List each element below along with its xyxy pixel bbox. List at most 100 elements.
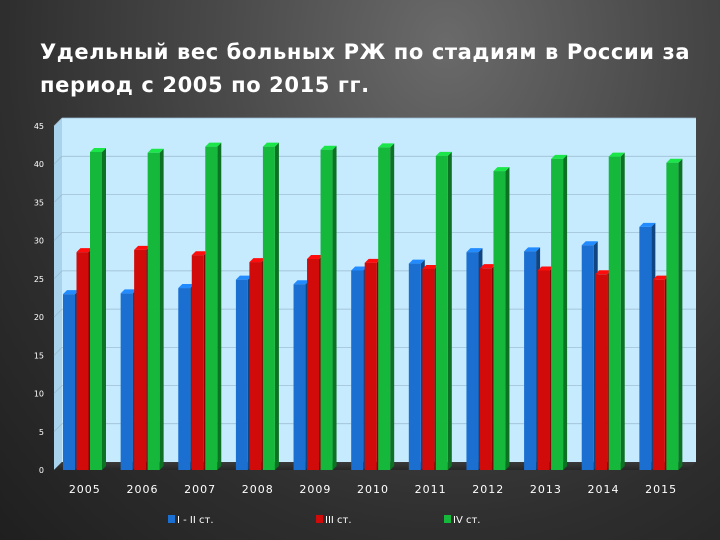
x-tick-label: 2014 (588, 483, 620, 496)
bar-top (608, 152, 625, 157)
bar-top (205, 142, 222, 147)
bar (320, 145, 337, 470)
bar-front (262, 146, 275, 470)
bar-side (217, 142, 222, 470)
y-tick-label: 15 (34, 351, 44, 360)
legend: I - II ст. III ст. IV ст. (168, 515, 480, 526)
legend-swatch (444, 515, 451, 523)
bar-top (76, 248, 93, 253)
bar-front (595, 274, 608, 470)
bar (551, 154, 568, 471)
gridline-side (53, 423, 63, 433)
bar-side (332, 145, 337, 470)
bar-top (551, 154, 568, 159)
bar (608, 152, 625, 471)
bar-side (102, 147, 106, 471)
bar-front (351, 270, 364, 470)
bar-top (435, 151, 452, 156)
bar-side (620, 152, 625, 471)
bar-front (581, 245, 594, 470)
bar-front (191, 255, 204, 470)
bar-top (639, 222, 656, 227)
gridline-side (53, 308, 63, 318)
gridline-side (53, 385, 63, 394)
bar-top (63, 290, 79, 295)
legend-label: IV ст. (453, 515, 480, 526)
bar-top (479, 264, 496, 269)
y-tick-label: 5 (39, 428, 44, 437)
gridline-side (53, 117, 63, 127)
bar-side (505, 167, 510, 470)
bars (63, 142, 683, 471)
bar-front (408, 263, 421, 470)
x-tick-label: 2008 (242, 483, 274, 496)
y-tick-label: 45 (34, 122, 44, 131)
legend-swatch (168, 515, 175, 523)
bar (435, 151, 452, 470)
x-tick-label: 2007 (184, 483, 216, 496)
x-tick-label: 2005 (69, 483, 101, 496)
y-tick-label: 10 (34, 390, 44, 399)
bar-front (147, 152, 160, 470)
bar-top (235, 275, 252, 280)
y-tick-label: 0 (39, 466, 44, 475)
bar-side (447, 151, 452, 470)
bar (262, 142, 279, 470)
y-tick-label: 30 (34, 237, 44, 246)
plot-side-wall (54, 118, 62, 470)
y-axis-ticks: 0 5 10 15 20 25 30 35 40 45 (34, 122, 44, 475)
bar-top (666, 158, 683, 163)
bar-top (595, 270, 612, 275)
bar (90, 147, 106, 471)
bar-top (493, 167, 510, 172)
legend-item: III ст. (316, 515, 352, 526)
bar (666, 158, 683, 470)
bar-top (351, 266, 368, 271)
bar-top (320, 145, 337, 150)
page-title: Удельный вес больных РЖ по стадиям в Рос… (40, 40, 691, 97)
bar-side (159, 148, 164, 470)
bar-front (422, 268, 435, 470)
bar-top (191, 251, 208, 256)
legend-item: I - II ст. (168, 515, 214, 526)
bar (205, 142, 222, 470)
bar-top (378, 143, 395, 148)
x-tick-label: 2009 (299, 483, 331, 496)
x-tick-label: 2010 (357, 483, 389, 496)
x-tick-label: 2012 (472, 483, 504, 496)
bar-front (466, 252, 479, 470)
bar-front (479, 268, 492, 470)
legend-label: I - II ст. (177, 515, 214, 526)
legend-swatch (316, 515, 323, 523)
bar-front (652, 279, 665, 470)
bar-side (563, 154, 568, 471)
bar-top (293, 280, 310, 285)
bar-top (581, 241, 598, 246)
bar-front (249, 262, 262, 470)
bar-front (178, 288, 191, 470)
bar-front (235, 279, 248, 470)
bar-side (274, 142, 279, 470)
bar-front (551, 158, 564, 471)
bar-side (678, 158, 683, 470)
bar-top (537, 266, 554, 271)
bar-front (639, 226, 652, 470)
gridline-side (53, 155, 63, 165)
x-tick-label: 2006 (126, 483, 158, 496)
legend-label: III ст. (325, 515, 352, 526)
bar (493, 167, 510, 470)
x-tick-label: 2015 (645, 483, 677, 496)
bar (378, 143, 395, 470)
bar-top (262, 142, 279, 147)
bar-top (178, 284, 195, 289)
y-tick-label: 25 (34, 275, 44, 284)
gridline-side (53, 194, 63, 203)
bar-top (307, 255, 324, 260)
bar-front (120, 293, 133, 470)
bar-front (307, 259, 320, 470)
y-tick-label: 40 (34, 160, 44, 169)
bar-top (422, 264, 439, 269)
bar-front (205, 146, 218, 470)
bar-top (466, 248, 483, 253)
